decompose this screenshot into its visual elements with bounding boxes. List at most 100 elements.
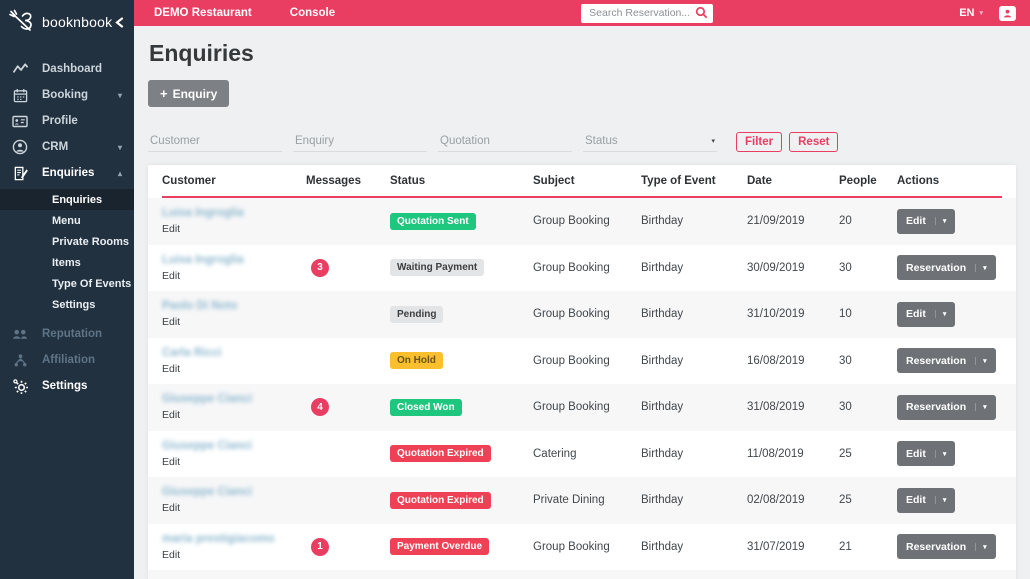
edit-link[interactable]: Edit bbox=[162, 409, 181, 422]
filter-button[interactable]: Filter bbox=[736, 132, 783, 152]
enquiries-table-card: Customer Messages Status Subject Type of… bbox=[148, 165, 1016, 579]
status-badge: Waiting Payment bbox=[390, 259, 485, 277]
customer-link[interactable]: Giuseppe Cianci bbox=[162, 393, 253, 406]
enquiries-submenu: Enquiries Menu Private Rooms Items Type … bbox=[0, 189, 134, 315]
customer-link[interactable]: maria prestigiacomo bbox=[162, 532, 275, 545]
submenu-item-private-rooms[interactable]: Private Rooms bbox=[0, 231, 134, 252]
people-cell: 20 bbox=[839, 215, 852, 228]
row-action-button[interactable]: Edit ▾ bbox=[897, 487, 956, 513]
submenu-label: Enquiries bbox=[52, 193, 103, 206]
submenu-item-settings[interactable]: Settings bbox=[0, 294, 134, 315]
submenu-label: Settings bbox=[52, 298, 96, 311]
status-badge: Closed Won bbox=[390, 398, 462, 416]
add-enquiry-button[interactable]: + Enquiry bbox=[148, 80, 230, 107]
table-row: Luisa Ingroglia Edit 3 Waiting Payment Gr… bbox=[148, 245, 1016, 292]
user-account-button[interactable] bbox=[998, 5, 1016, 21]
reset-button[interactable]: Reset bbox=[789, 132, 839, 152]
table-row: Giuseppe Cianci Edit Quotation Expired Ca… bbox=[148, 431, 1016, 478]
language-selector[interactable]: EN ▾ bbox=[959, 7, 983, 19]
filter-customer-input[interactable] bbox=[148, 131, 282, 152]
date-cell: 11/08/2019 bbox=[747, 447, 804, 460]
chevron-down-icon: ▾ bbox=[934, 310, 946, 319]
filter-status-select[interactable]: Status ▾ bbox=[583, 131, 717, 152]
sidebar-item-enquiries[interactable]: Enquiries ▴ bbox=[0, 160, 134, 186]
row-action-button[interactable]: Reservation ▾ bbox=[897, 348, 996, 374]
subject-cell: Private Dining bbox=[533, 494, 605, 507]
sidebar-item-booking[interactable]: Booking ▾ bbox=[0, 82, 134, 108]
event-type-cell: Birthday bbox=[641, 494, 684, 507]
action-label: Edit bbox=[906, 215, 926, 228]
edit-link[interactable]: Edit bbox=[162, 502, 181, 515]
date-cell: 31/10/2019 bbox=[747, 308, 805, 321]
submenu-item-items[interactable]: Items bbox=[0, 252, 134, 273]
filter-enquiry-input[interactable] bbox=[293, 131, 427, 152]
sidebar-collapse-icon[interactable] bbox=[115, 16, 124, 28]
action-label: Reservation bbox=[906, 401, 967, 414]
sidebar-item-reputation[interactable]: Reputation bbox=[0, 321, 134, 347]
topbar-link-restaurant[interactable]: DEMO Restaurant bbox=[154, 7, 252, 19]
sidebar-item-label: Settings bbox=[42, 380, 88, 392]
subject-cell: Catering bbox=[533, 447, 577, 460]
customer-link[interactable]: Luisa Ingroglia bbox=[162, 253, 244, 266]
submenu-item-enquiries[interactable]: Enquiries bbox=[0, 189, 134, 210]
chevron-up-icon: ▴ bbox=[117, 168, 122, 178]
sidebar-item-crm[interactable]: CRM ▾ bbox=[0, 134, 134, 160]
event-type-cell: Birthday bbox=[641, 447, 684, 460]
customer-link[interactable]: Carla Ricci bbox=[162, 346, 222, 359]
event-type-cell: Birthday bbox=[641, 354, 684, 367]
table-row: Paolo Di Noto Edit Pending Group Booking … bbox=[148, 291, 1016, 338]
event-type-cell: Birthday bbox=[641, 261, 684, 274]
column-header-subject: Subject bbox=[533, 174, 575, 187]
customer-link[interactable]: Giuseppe Cianci bbox=[162, 439, 253, 452]
edit-link[interactable]: Edit bbox=[162, 269, 181, 282]
subject-cell: Group Booking bbox=[533, 308, 610, 321]
search-icon[interactable] bbox=[695, 6, 708, 19]
subject-cell: Group Booking bbox=[533, 354, 610, 367]
row-action-button[interactable]: Reservation ▾ bbox=[897, 534, 996, 560]
submenu-item-type-of-events[interactable]: Type Of Events bbox=[0, 273, 134, 294]
table-row: Payment Overdue Edit▾ bbox=[148, 570, 1016, 579]
sidebar-nav: Dashboard Booking ▾ Profile CRM ▾ Enquir… bbox=[0, 44, 134, 399]
customer-link[interactable]: Luisa Ingroglia bbox=[162, 207, 244, 220]
edit-link[interactable]: Edit bbox=[162, 316, 181, 329]
chevron-down-icon: ▾ bbox=[975, 542, 987, 551]
customer-link[interactable]: Paolo Di Noto bbox=[162, 300, 238, 313]
submenu-item-menu[interactable]: Menu bbox=[0, 210, 134, 231]
edit-link[interactable]: Edit bbox=[162, 223, 181, 236]
column-header-status: Status bbox=[390, 174, 426, 187]
pulse-icon bbox=[12, 61, 28, 77]
sidebar-item-label: Enquiries bbox=[42, 167, 95, 179]
status-badge: Payment Overdue bbox=[390, 538, 490, 556]
sidebar-item-dashboard[interactable]: Dashboard bbox=[0, 56, 134, 82]
edit-link[interactable]: Edit bbox=[162, 548, 181, 561]
status-select-value: Status bbox=[585, 135, 618, 147]
chevron-down-icon: ▾ bbox=[975, 263, 987, 272]
event-type-cell: Birthday bbox=[641, 401, 684, 414]
row-action-button[interactable]: Reservation ▾ bbox=[897, 255, 996, 281]
plus-icon: + bbox=[160, 86, 168, 101]
status-badge: Quotation Expired bbox=[390, 445, 491, 463]
status-badge: On Hold bbox=[390, 352, 443, 370]
event-type-cell: Birthday bbox=[641, 215, 684, 228]
search-input[interactable] bbox=[581, 3, 714, 23]
edit-link[interactable]: Edit bbox=[162, 362, 181, 375]
subject-cell: Group Booking bbox=[533, 215, 610, 228]
event-type-cell: Birthday bbox=[641, 540, 684, 553]
sidebar-item-settings[interactable]: Settings bbox=[0, 373, 134, 399]
submenu-label: Private Rooms bbox=[52, 235, 130, 248]
row-action-button[interactable]: Edit ▾ bbox=[897, 301, 956, 327]
submenu-label: Items bbox=[52, 256, 81, 269]
edit-link[interactable]: Edit bbox=[162, 455, 181, 468]
row-action-button[interactable]: Edit ▾ bbox=[897, 441, 956, 467]
main-area: DEMO Restaurant Console EN ▾ Enquiries + bbox=[134, 0, 1030, 579]
row-action-button[interactable]: Reservation ▾ bbox=[897, 394, 996, 420]
people-cell: 10 bbox=[839, 308, 852, 321]
customer-link[interactable]: Giuseppe Cianci bbox=[162, 486, 253, 499]
topbar-link-console[interactable]: Console bbox=[289, 7, 336, 19]
action-label: Edit bbox=[906, 494, 926, 507]
sidebar-item-affiliation[interactable]: Affiliation bbox=[0, 347, 134, 373]
filter-quotation-input[interactable] bbox=[438, 131, 572, 152]
sidebar-item-profile[interactable]: Profile bbox=[0, 108, 134, 134]
date-cell: 31/07/2019 bbox=[747, 540, 805, 553]
row-action-button[interactable]: Edit ▾ bbox=[897, 208, 956, 234]
